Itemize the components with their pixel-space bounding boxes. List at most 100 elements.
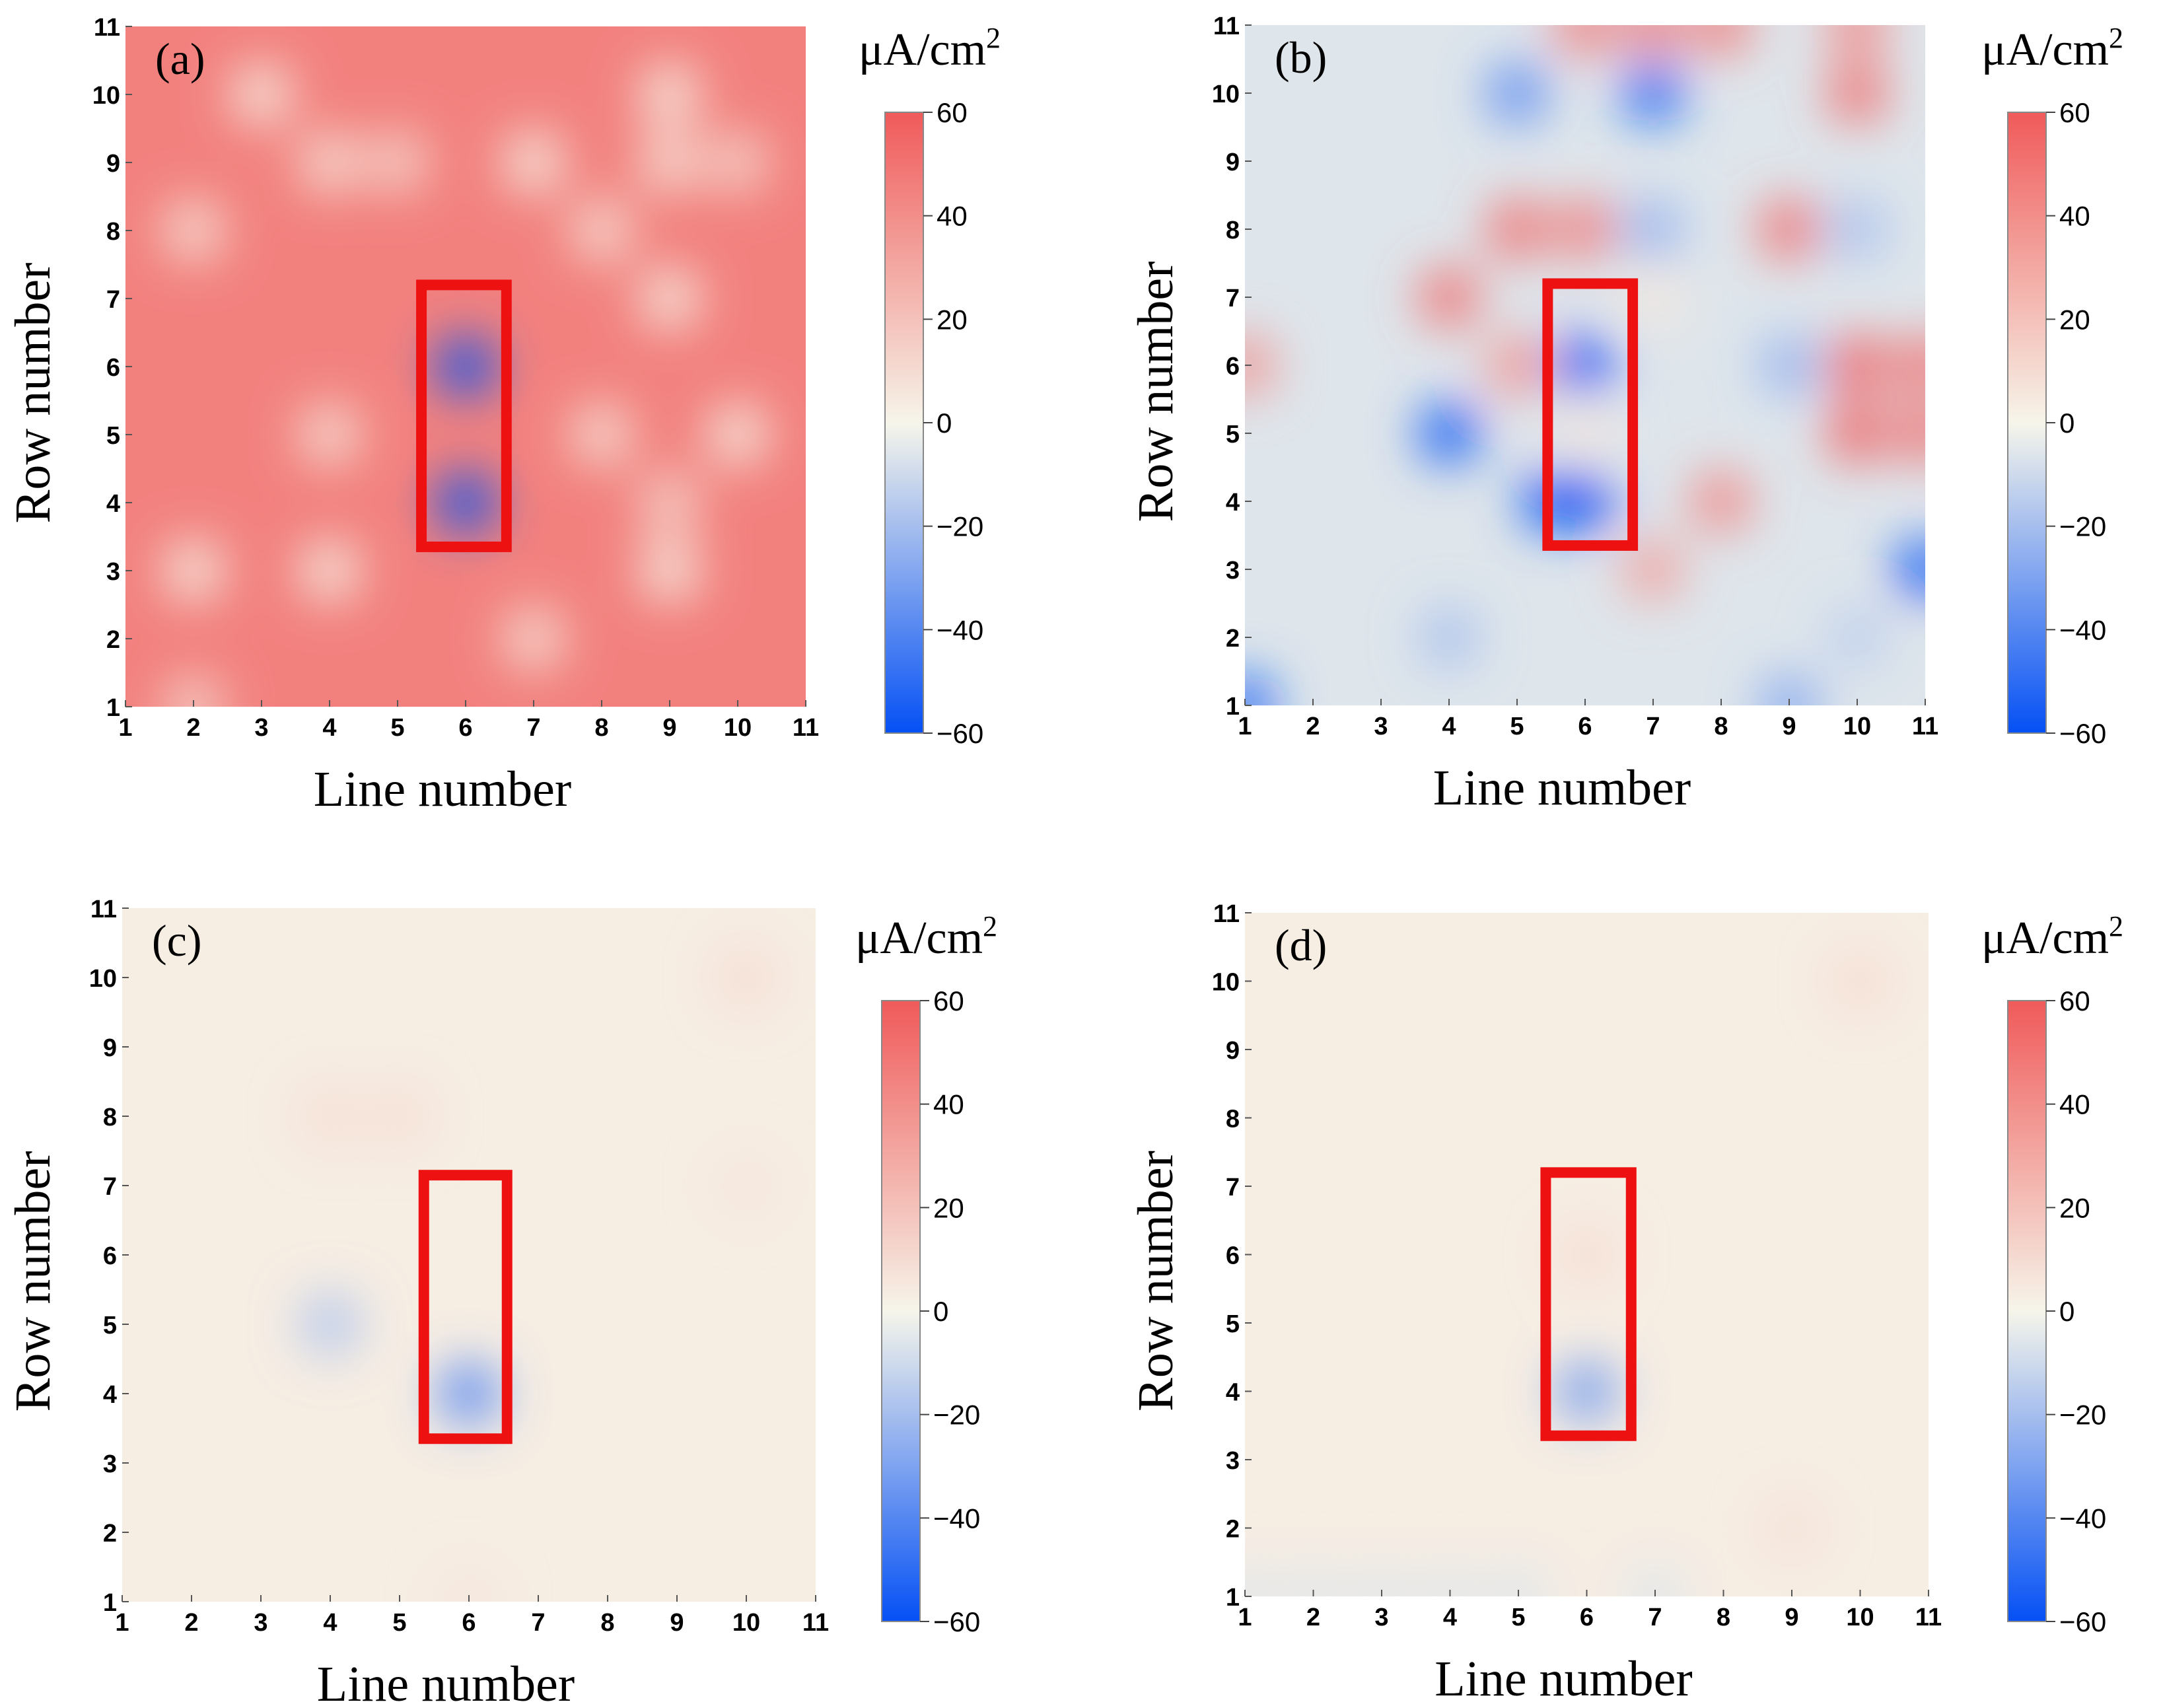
y-tick-label: 2 bbox=[103, 1520, 117, 1548]
colorbar-unit-label: μA/cm2 bbox=[855, 910, 997, 964]
heatmap-hotspot bbox=[301, 133, 359, 192]
x-tick-label: 6 bbox=[458, 714, 472, 742]
y-tick-label: 11 bbox=[90, 896, 117, 923]
colorbar-tick-label: 60 bbox=[937, 97, 968, 128]
y-tick-label: 1 bbox=[1226, 1584, 1240, 1612]
y-tick-label: 3 bbox=[1226, 557, 1240, 585]
y-tick-label: 4 bbox=[106, 490, 120, 518]
x-tick-label: 3 bbox=[254, 1609, 267, 1637]
x-tick-label: 8 bbox=[1714, 713, 1728, 740]
colorbar-tick-label: 20 bbox=[933, 1192, 964, 1223]
y-tick-label: 9 bbox=[106, 150, 120, 178]
colorbar-tick-label: 40 bbox=[2059, 201, 2090, 232]
y-tick-label: 10 bbox=[89, 965, 117, 993]
y-tick-label: 4 bbox=[1226, 1379, 1240, 1407]
heatmap-hotspot bbox=[301, 406, 359, 464]
x-tick-label: 4 bbox=[323, 1609, 337, 1637]
y-tick-label: 8 bbox=[1226, 1106, 1240, 1133]
heatmap-hotspot bbox=[1760, 336, 1818, 394]
x-tick-label: 11 bbox=[1915, 1604, 1942, 1631]
y-tick-label: 1 bbox=[106, 694, 120, 722]
heatmap-hotspot bbox=[1896, 540, 1925, 598]
y-axis-title: Row number bbox=[1128, 1151, 1184, 1411]
x-tick-label: 2 bbox=[1306, 1604, 1320, 1631]
colorbar-tick-label: −40 bbox=[2059, 1503, 2106, 1534]
y-tick-label: 4 bbox=[103, 1381, 117, 1409]
y-axis-title: Row number bbox=[5, 263, 61, 524]
heatmap-hotspot bbox=[437, 474, 495, 532]
x-tick-label: 3 bbox=[254, 714, 268, 742]
y-tick-label: 5 bbox=[1226, 421, 1240, 448]
heatmap-hotspot bbox=[439, 1364, 499, 1423]
x-tick-label: 9 bbox=[662, 714, 676, 742]
colorbar-tick-label: 0 bbox=[937, 408, 952, 439]
y-tick-label: 11 bbox=[1213, 13, 1240, 40]
heatmap-hotspot bbox=[1488, 336, 1546, 394]
heatmap-hotspot bbox=[1556, 25, 1614, 54]
heatmap-hotspot bbox=[1489, 1567, 1547, 1596]
x-tick-label: 10 bbox=[732, 1609, 760, 1637]
heatmap-hotspot bbox=[505, 610, 563, 668]
heatmap-hotspot bbox=[641, 65, 699, 124]
colorbar-tick-label: 0 bbox=[2059, 408, 2074, 439]
y-tick-label: 11 bbox=[1213, 900, 1240, 928]
x-tick-label: 5 bbox=[1511, 1604, 1525, 1631]
y-tick-label: 3 bbox=[103, 1450, 117, 1478]
y-axis-title: Row number bbox=[1128, 262, 1184, 522]
y-tick-label: 8 bbox=[1226, 217, 1240, 244]
heatmap-hotspot bbox=[164, 542, 223, 600]
heatmap-hotspot bbox=[1245, 336, 1274, 394]
heatmap-hotspot bbox=[1626, 1567, 1684, 1596]
x-axis-title: Line number bbox=[317, 1656, 575, 1708]
x-tick-label: 2 bbox=[1306, 713, 1320, 740]
heatmap-hotspot bbox=[1896, 336, 1925, 394]
heatmap-hotspot bbox=[1828, 608, 1886, 666]
x-tick-label: 7 bbox=[531, 1609, 545, 1637]
heatmap-hotspot bbox=[1421, 1567, 1479, 1596]
highlight-box bbox=[416, 279, 512, 552]
x-tick-label: 6 bbox=[1580, 1604, 1594, 1631]
heatmap-hotspot bbox=[1760, 200, 1818, 258]
heatmap-hotspot bbox=[1420, 404, 1478, 462]
y-tick-label: 5 bbox=[103, 1312, 117, 1339]
x-tick-label: 3 bbox=[1374, 1604, 1388, 1631]
colorbar-tick-label: 40 bbox=[2059, 1089, 2090, 1120]
x-tick-label: 10 bbox=[724, 714, 752, 742]
colorbar-tick-label: 0 bbox=[933, 1296, 948, 1327]
heatmap-hotspot bbox=[1831, 952, 1889, 1010]
y-tick-label: 8 bbox=[106, 218, 120, 246]
y-tick-label: 9 bbox=[1226, 149, 1240, 176]
panel-label: (d) bbox=[1275, 920, 1327, 970]
colorbar-tick-label: 60 bbox=[933, 985, 964, 1016]
y-tick-label: 7 bbox=[1226, 1174, 1240, 1201]
y-tick-label: 3 bbox=[106, 558, 120, 586]
y-tick-label: 7 bbox=[103, 1173, 117, 1201]
colorbar-tick-label: −40 bbox=[2059, 614, 2106, 645]
x-axis-title: Line number bbox=[1435, 1651, 1692, 1707]
y-tick-label: 5 bbox=[106, 422, 120, 450]
y-tick-label: 10 bbox=[1212, 969, 1240, 997]
y-tick-label: 6 bbox=[1226, 353, 1240, 380]
y-tick-label: 11 bbox=[94, 14, 120, 42]
heatmap-hotspot bbox=[641, 474, 699, 532]
x-tick-label: 6 bbox=[1578, 713, 1592, 740]
y-tick-label: 10 bbox=[1212, 81, 1240, 108]
colorbar-unit-label: μA/cm2 bbox=[1981, 910, 2123, 964]
colorbar-tick-label: 0 bbox=[2059, 1296, 2074, 1327]
x-axis-title: Line number bbox=[314, 762, 571, 817]
heatmap-hotspot bbox=[1420, 268, 1478, 326]
y-tick-label: 2 bbox=[106, 626, 120, 654]
panel-label: (b) bbox=[1275, 32, 1327, 83]
colorbar bbox=[2007, 112, 2047, 734]
heatmap-hotspot bbox=[641, 133, 699, 192]
heatmap-hotspot bbox=[1763, 1499, 1821, 1557]
x-tick-label: 4 bbox=[322, 714, 336, 742]
y-axis-title: Row number bbox=[5, 1151, 61, 1412]
colorbar-tick-label: −40 bbox=[933, 1503, 980, 1534]
y-tick-label: 2 bbox=[1226, 625, 1240, 653]
heatmap-hotspot bbox=[1828, 64, 1886, 122]
